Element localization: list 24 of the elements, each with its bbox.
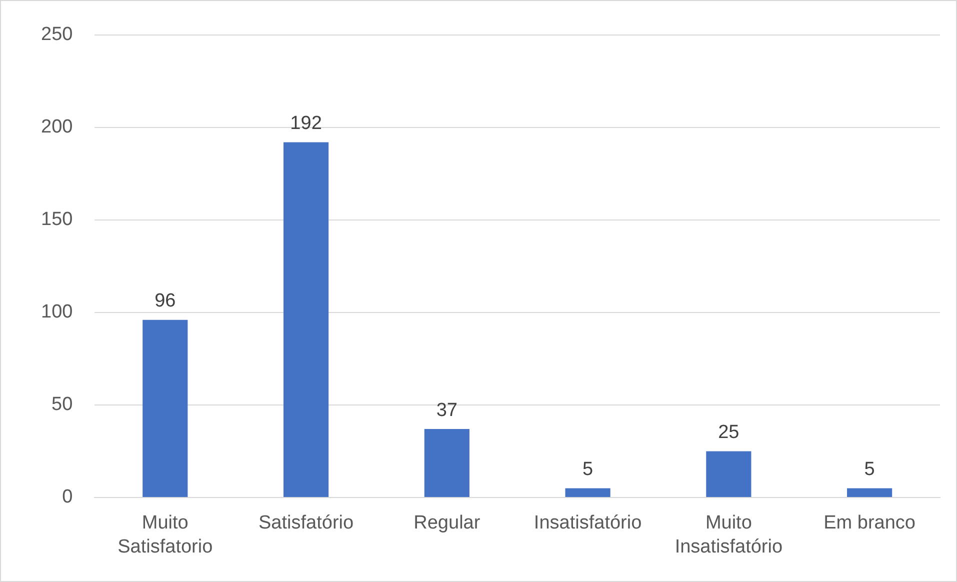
- data-label: 5: [864, 458, 875, 480]
- data-label: 5: [582, 458, 594, 480]
- y-tick-label: 200: [41, 116, 73, 138]
- bar: [565, 488, 610, 497]
- bar: [847, 488, 892, 497]
- y-tick-label: 150: [41, 209, 73, 230]
- x-tick-label: Satisfatório: [258, 512, 354, 534]
- data-label: 37: [436, 400, 458, 421]
- bar: [424, 429, 470, 497]
- bar: [706, 451, 752, 497]
- y-tick-label: 250: [41, 24, 73, 46]
- y-tick-label: 0: [62, 486, 73, 508]
- y-tick-label: 100: [41, 302, 73, 323]
- bar: [142, 320, 188, 497]
- x-tick-label: Muito Insatisfatório: [674, 512, 783, 558]
- data-label: 192: [290, 113, 322, 134]
- y-tick-label: 50: [52, 394, 73, 416]
- x-tick-label: Em branco: [824, 512, 916, 534]
- bar: [283, 142, 329, 497]
- x-tick-label: Regular: [414, 512, 481, 534]
- x-tick-label: Muito Satisfatorio: [118, 512, 213, 558]
- data-label: 25: [718, 422, 740, 443]
- data-label: 96: [154, 290, 176, 312]
- x-tick-label: Insatisfatório: [534, 512, 642, 534]
